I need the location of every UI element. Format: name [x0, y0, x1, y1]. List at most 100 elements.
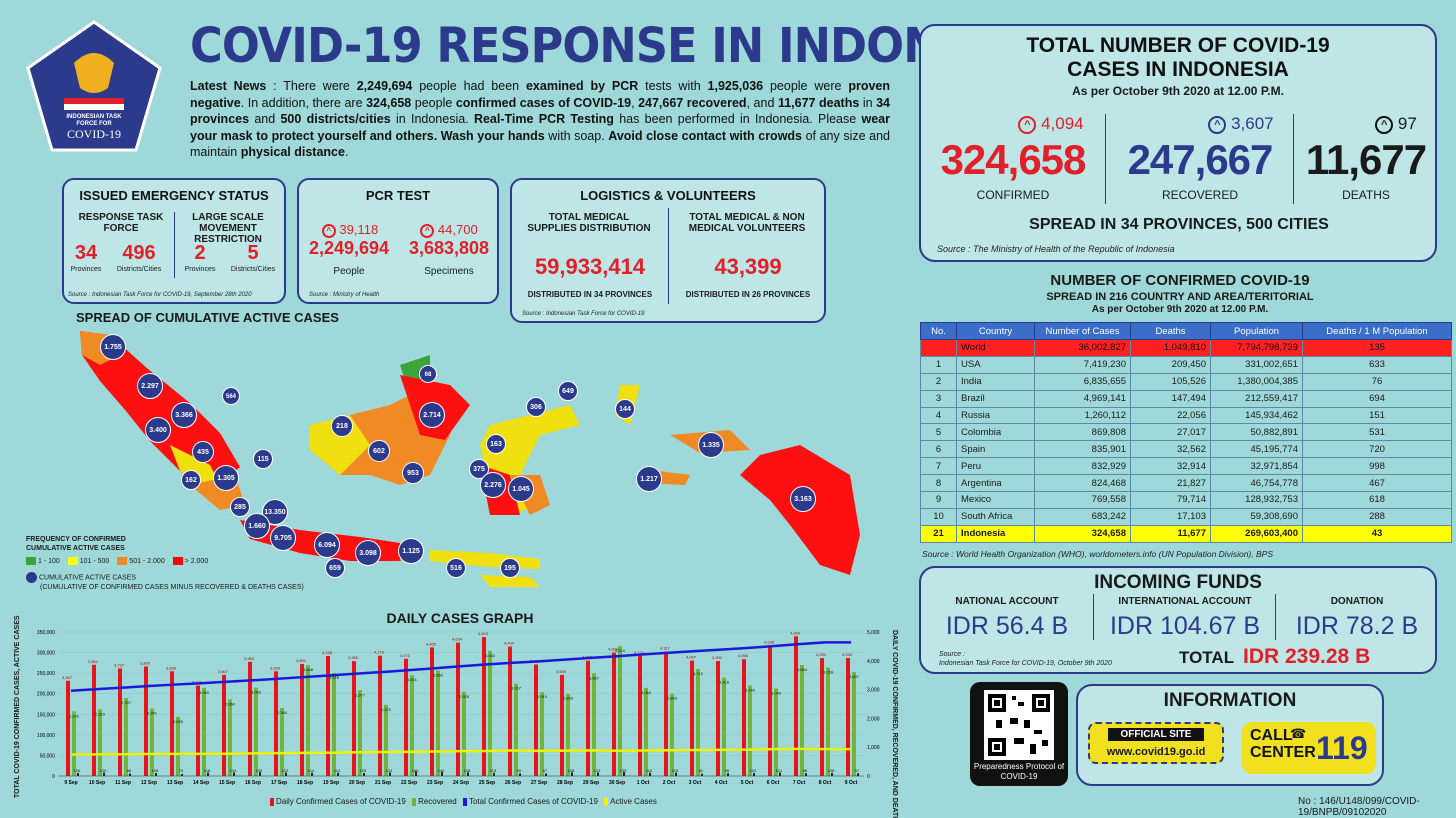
logistics-source: Source : Indonesian Task Force for COVID…: [522, 311, 645, 317]
x-tick-label: 23 Sep: [427, 780, 443, 786]
qr-card[interactable]: Preparedness Protocol of COVID-19: [970, 682, 1068, 786]
confirmed-bar: [768, 645, 772, 776]
recovered-data-label: 2,310: [95, 711, 106, 716]
totals-title: TOTAL NUMBER OF COVID-19 CASES IN INDONE…: [921, 34, 1435, 82]
recovered-bar: [540, 692, 544, 776]
chart-title: DAILY CASES GRAPH: [386, 610, 534, 626]
col-header: Number of Cases: [1034, 322, 1131, 340]
deaths-bar: [467, 772, 469, 776]
deaths-bar: [493, 772, 495, 776]
recovered-data-label: 3,712: [693, 671, 704, 676]
recovered-bar: [670, 693, 674, 776]
recovered-bar: [488, 650, 492, 776]
confirmed-data-label: 4,850: [790, 630, 801, 635]
col-header: No.: [920, 322, 957, 340]
x-tick-label: 4 Oct: [715, 780, 728, 786]
map-bubble: 3.366: [171, 402, 197, 428]
table-cell: 4,969,141: [1034, 389, 1131, 408]
deaths-label: DEATHS: [1342, 188, 1390, 202]
y-tick-label: 150,000: [37, 712, 55, 718]
deaths-data-label: 120: [100, 768, 107, 773]
x-tick-label: 2 Oct: [663, 780, 676, 786]
recovered-data-label: 2,910: [537, 694, 548, 699]
task-force-logo: INDONESIAN TASK FORCE FOR COVID-19: [24, 18, 164, 158]
deaths-data-label: 140: [438, 768, 445, 773]
table-cell: 7: [920, 457, 957, 476]
confirmed-total: 324,658: [940, 136, 1087, 183]
map-bubble: 435: [192, 441, 214, 463]
international-account-value: IDR 104.67 B: [1109, 612, 1261, 640]
recovered-data-label: 2,470: [381, 707, 392, 712]
confirmed-bar: [586, 660, 590, 776]
deaths-data-label: 116: [672, 768, 679, 773]
recovered-data-label: 3,501: [407, 677, 418, 682]
confirmed-bar: [66, 680, 70, 776]
map-bubble: 3.400: [145, 417, 171, 443]
table-cell: 59,308,690: [1210, 507, 1303, 526]
confirmed-bar: [378, 655, 382, 776]
map-bubble: 144: [615, 399, 635, 419]
recovered-bar: [410, 675, 414, 776]
table-cell: 32,562: [1130, 440, 1211, 459]
confirmed-data-label: 4,494: [504, 641, 515, 646]
confirmed-data-label: 4,634: [452, 637, 463, 642]
confirmed-bar: [118, 668, 122, 776]
table-cell: 720: [1302, 440, 1452, 459]
recovered-bar: [358, 690, 362, 776]
recovered-bar: [228, 699, 232, 776]
deaths-data-label: 97: [855, 768, 860, 773]
confirmed-bar: [664, 651, 668, 776]
recovered-data-label: 3,607: [849, 674, 860, 679]
legend-title-line2: CUMULATIVE ACTIVE CASES: [26, 545, 125, 552]
table-cell: 79,714: [1130, 491, 1211, 509]
emergency-source: Source : Indonesian Task Force for COVID…: [68, 292, 252, 298]
call-center-button[interactable]: CALL CENTER ☎ 119: [1242, 722, 1376, 774]
response-task-force-head: RESPONSE TASK FORCE: [78, 212, 164, 234]
deaths-data-label: 118: [204, 768, 211, 773]
confirmed-data-label: 3,141: [192, 680, 203, 685]
confirmed-bar: [612, 652, 616, 776]
y2-tick-label: 0: [867, 774, 870, 780]
table-cell: 8: [920, 474, 957, 493]
deaths-data-label: 135: [256, 768, 263, 773]
legend-item: 501 - 2.000: [129, 558, 165, 565]
y-tick-label: 250,000: [37, 671, 55, 677]
recovered-data-label: 2,242: [69, 713, 80, 718]
provinces-label: Provinces: [70, 266, 102, 273]
confirmed-bar: [222, 674, 226, 776]
recovered-label: RECOVERED: [1161, 188, 1238, 202]
bubble-legend-icon: [26, 572, 37, 583]
map-bubble: 3.098: [355, 540, 381, 566]
logistics-title: LOGISTICS & VOLUNTEERS: [580, 188, 756, 203]
map-bubble: 1.305: [213, 465, 239, 491]
pcr-people-label: People: [333, 266, 365, 277]
x-tick-label: 21 Sep: [375, 780, 391, 786]
x-tick-label: 11 Sep: [115, 780, 131, 786]
map-bubble: 953: [402, 462, 424, 484]
qr-caption: Preparedness Protocol of COVID-19: [973, 762, 1065, 781]
official-site-url[interactable]: www.covid19.go.id: [1106, 746, 1206, 758]
table-cell: 43: [1302, 524, 1452, 543]
recovered-bar: [462, 691, 466, 776]
table-row: World 36,002,827 1,049,810 7,794,798,739 135: [920, 339, 1452, 357]
x-tick-label: 19 Sep: [323, 780, 339, 786]
psbb-provinces-label: Provinces: [184, 266, 216, 273]
official-site-button[interactable]: OFFICIAL SITE www.covid19.go.id: [1088, 722, 1224, 764]
recovered-bar: [800, 665, 804, 776]
movement-restriction-head: LARGE SCALE MOVEMENT RESTRICTION: [192, 212, 264, 245]
map-bubble: 2.297: [137, 373, 163, 399]
confirmed-data-label: 3,307: [62, 675, 73, 680]
table-cell: 145,934,462: [1210, 406, 1303, 425]
emergency-status-panel: ISSUED EMERGENCY STATUS RESPONSE TASK FO…: [62, 178, 286, 304]
legend-item: 101 - 500: [79, 558, 110, 565]
confirmed-bar: [456, 642, 460, 776]
map-legend: FREQUENCY OF CONFIRMED CUMULATIVE ACTIVE…: [26, 535, 304, 592]
call-center-number[interactable]: 119: [1316, 730, 1368, 766]
map-bubble: 649: [558, 381, 578, 401]
emergency-title: ISSUED EMERGENCY STATUS: [79, 188, 269, 203]
confirmed-data-label: 3,507: [218, 669, 229, 674]
psbb-districts-count: 5: [247, 242, 259, 264]
international-account-label: INTERNATIONAL ACCOUNT: [1118, 596, 1252, 607]
confirmed-data-label: 3,509: [556, 669, 567, 674]
recovered-data-label: 2,856: [563, 696, 574, 701]
